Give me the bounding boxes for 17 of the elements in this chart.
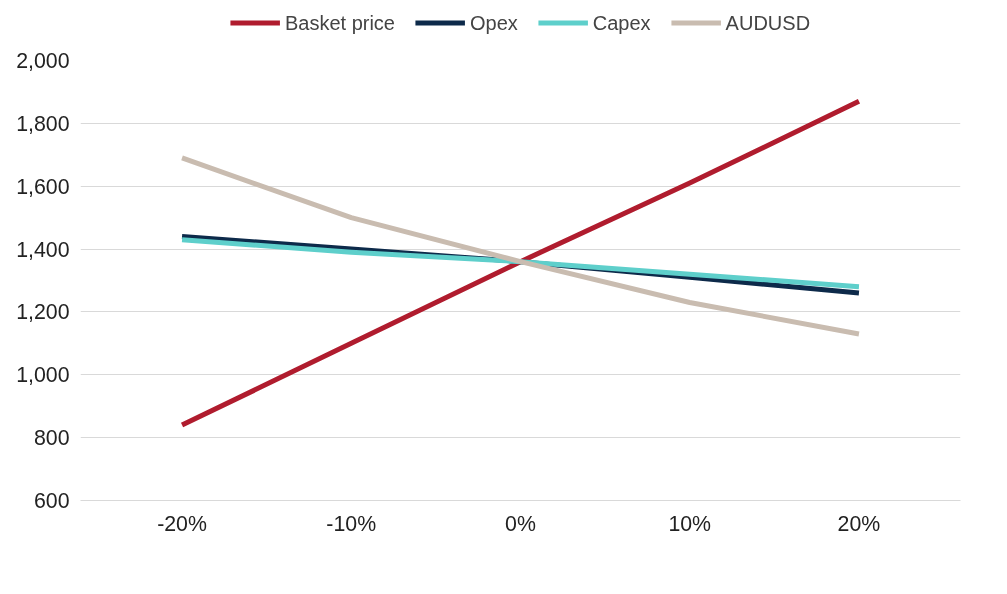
x-tick-label: -10%	[326, 511, 377, 536]
y-tick-label: 1,200	[16, 300, 70, 325]
legend-label: Opex	[469, 11, 518, 34]
legend-label: Capex	[592, 11, 651, 34]
y-tick-label: 1,600	[16, 174, 70, 199]
y-tick-label: 600	[33, 489, 70, 513]
x-tick-label: 20%	[837, 511, 881, 536]
x-tick-label: -20%	[157, 511, 207, 536]
y-tick-label: 800	[33, 426, 70, 451]
x-tick-label: 0%	[505, 511, 536, 536]
y-tick-label: 1,000	[16, 363, 70, 388]
legend-label: AUDUSD	[725, 11, 811, 34]
x-tick-label: 10%	[668, 511, 712, 536]
legend-label: Basket price	[284, 11, 395, 34]
y-tick-label: 2,000	[16, 49, 70, 73]
y-tick-label: 1,800	[16, 111, 70, 136]
y-tick-label: 1,400	[16, 237, 70, 262]
